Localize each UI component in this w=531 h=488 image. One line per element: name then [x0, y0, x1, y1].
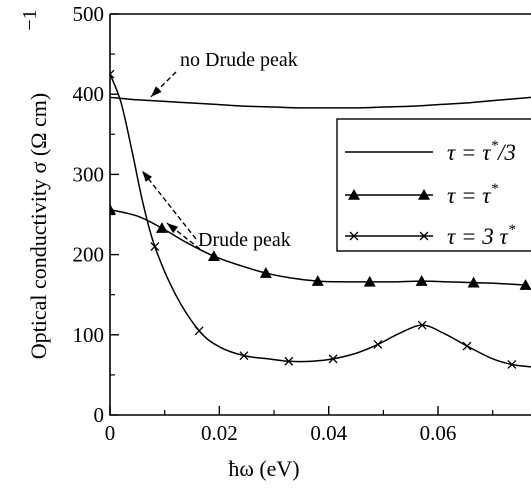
data-point-cross — [328, 354, 338, 364]
annotation-no-drude-peak: no Drude peak — [180, 49, 298, 71]
legend-marker-triangle — [418, 189, 430, 200]
data-point-cross — [462, 341, 472, 351]
legend-label: τ = 3 τ* — [447, 222, 516, 249]
data-point-triangle — [259, 267, 272, 278]
legend-label: τ = τ* — [447, 181, 498, 208]
x-tick-label: 0.04 — [310, 421, 347, 445]
y-tick-label: 400 — [73, 82, 105, 106]
y-axis-label-exponent: −1 — [19, 9, 41, 30]
data-point-triangle — [110, 203, 116, 215]
data-point-triangle — [363, 275, 376, 287]
data-point-cross — [373, 339, 383, 349]
y-axis-label: Optical conductivity σ (Ω cm) — [26, 93, 51, 359]
data-point-triangle — [155, 222, 168, 233]
y-tick-label: 100 — [73, 323, 105, 347]
legend-marker-triangle — [348, 189, 360, 200]
x-tick-label: 0.06 — [420, 421, 457, 445]
data-point-cross — [284, 356, 294, 366]
data-point-triangle — [467, 276, 480, 288]
data-point-cross — [150, 242, 160, 252]
annotation-drude-peak: Drude peak — [198, 229, 291, 251]
data-point-triangle — [519, 279, 531, 290]
x-axis-label: ħω (eV) — [228, 456, 299, 481]
legend-label: τ = τ*/3 — [447, 138, 516, 165]
y-tick-label: 300 — [73, 162, 105, 186]
data-point-triangle — [415, 275, 428, 286]
x-tick-label: 0.02 — [201, 421, 238, 445]
y-axis-label-group: Optical conductivity σ (Ω cm) −1 — [19, 9, 51, 359]
series-line-3 — [110, 73, 531, 368]
y-tick-label: 200 — [73, 243, 105, 267]
annotation-arrow-head — [142, 170, 153, 182]
y-tick-label: 0 — [94, 403, 105, 427]
data-point-triangle — [311, 275, 324, 286]
legend-marker-cross — [419, 231, 429, 241]
data-point-cross — [194, 326, 204, 336]
data-point-cross — [239, 351, 249, 361]
legend-box — [336, 118, 531, 252]
x-tick-label: 0 — [105, 421, 116, 445]
data-point-cross — [507, 360, 517, 369]
annotation-arrow — [141, 170, 197, 240]
annotation-arrow — [150, 71, 177, 98]
legend-marker-cross — [349, 231, 359, 241]
data-point-cross — [110, 69, 115, 79]
data-point-cross — [417, 320, 427, 330]
series-line-1 — [110, 96, 531, 109]
annotation-arrow-head — [166, 223, 179, 234]
annotation-arrow-head — [150, 86, 162, 97]
y-tick-label: 500 — [73, 2, 105, 26]
data-point-triangle — [207, 250, 220, 262]
